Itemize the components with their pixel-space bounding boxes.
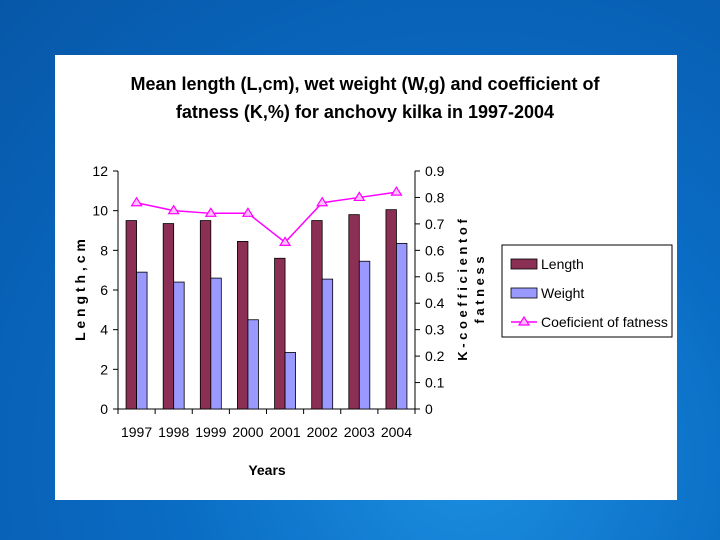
- bar-length: [237, 241, 249, 410]
- y-ticks-right: 0 0.1 0.2 0.3 0.4 0.5 0.6 0.7 0.8 0.9: [415, 163, 445, 417]
- fatness-point: [353, 191, 366, 202]
- legend-label-length: Length: [541, 256, 584, 272]
- legend-swatch-length: [510, 258, 538, 270]
- bar-weight: [396, 242, 408, 410]
- y-tick-label: 0: [100, 401, 108, 417]
- y-ticks-left: 0 2 4 6 8 10 12: [92, 163, 118, 417]
- y2-tick-label: 0.4: [425, 295, 445, 311]
- y2-tick-label: 0.2: [425, 348, 445, 364]
- legend: Length Weight Coeficient of fatness: [501, 244, 673, 338]
- bar-weight: [284, 352, 296, 410]
- bar-length: [125, 220, 137, 410]
- y2-axis-label-line-2: f a t n e s s: [472, 256, 487, 323]
- x-tick-label: 1997: [121, 424, 152, 440]
- legend-label-fatness: Coeficient of fatness: [541, 314, 668, 330]
- slide-panel: Mean length (L,cm), wet weight (W,g) and…: [55, 55, 677, 500]
- y2-axis-label-line-1: K - c o e f f i c i e n t o f: [455, 219, 470, 361]
- y-tick-label: 6: [100, 282, 108, 298]
- y2-tick-label: 0.8: [425, 189, 445, 205]
- y-tick-label: 12: [92, 163, 108, 179]
- y-axis-label: L e n g t h , c m: [72, 239, 88, 341]
- bar-weight: [173, 281, 185, 410]
- chart-title-line-1: Mean length (L,cm), wet weight (W,g) and…: [130, 74, 600, 94]
- bar-weight: [210, 277, 222, 410]
- x-tick-label: 2001: [269, 424, 300, 440]
- bar-length: [162, 223, 175, 410]
- fatness-point: [241, 207, 255, 217]
- fatness-point: [316, 196, 329, 207]
- bar-length: [348, 214, 360, 410]
- x-axis-label: Years: [248, 462, 286, 478]
- bar-length: [274, 257, 286, 410]
- y2-tick-label: 0.1: [425, 375, 445, 391]
- chart-title-line-2: fatness (K,%) for anchovy kilka in 1997-…: [176, 102, 554, 122]
- chart: Mean length (L,cm), wet weight (W,g) and…: [72, 74, 673, 478]
- fatness-point: [167, 204, 180, 215]
- y2-tick-label: 0.3: [425, 322, 445, 338]
- x-tick-label: 2003: [344, 424, 375, 440]
- bars: [125, 209, 408, 410]
- y2-tick-label: 0.7: [425, 216, 445, 232]
- bar-length: [385, 209, 397, 410]
- y2-tick-label: 0.9: [425, 163, 445, 179]
- legend-marker-fatness: [517, 315, 531, 326]
- bar-length: [311, 220, 323, 410]
- y2-tick-label: 0.6: [425, 242, 445, 258]
- y-tick-label: 4: [100, 322, 108, 338]
- bar-weight: [136, 271, 148, 410]
- bar-length: [199, 220, 212, 410]
- fatness-point: [130, 196, 143, 207]
- y-tick-label: 2: [100, 361, 108, 377]
- fatness-point: [278, 236, 292, 246]
- x-tick-label: 2000: [232, 424, 263, 440]
- x-tick-label: 2004: [381, 424, 412, 440]
- y-tick-label: 8: [100, 242, 108, 258]
- fatness-point: [390, 186, 403, 196]
- legend-label-weight: Weight: [541, 285, 584, 301]
- fatness-point: [204, 207, 217, 217]
- y2-tick-label: 0: [425, 401, 433, 417]
- x-tick-label: 1998: [158, 424, 189, 440]
- x-ticks: 1997 1998 1999 2000 2001 2002 2003 2004: [117, 409, 416, 440]
- bar-weight: [247, 319, 259, 410]
- fatness-line: [130, 186, 403, 246]
- x-tick-label: 2002: [307, 424, 338, 440]
- y-tick-label: 10: [92, 203, 108, 219]
- y2-tick-label: 0.5: [425, 269, 445, 285]
- bar-weight: [321, 278, 334, 410]
- bar-weight: [358, 260, 371, 410]
- x-tick-label: 1999: [195, 424, 226, 440]
- fatness-series-line: [136, 191, 397, 244]
- legend-swatch-weight: [510, 287, 538, 299]
